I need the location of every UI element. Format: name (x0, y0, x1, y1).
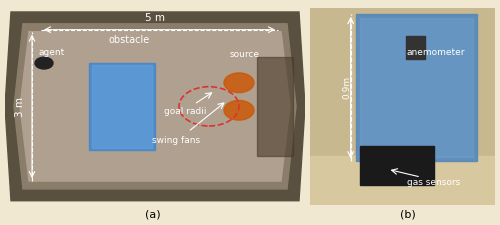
Text: (a): (a) (144, 208, 160, 218)
Text: obstacle: obstacle (109, 35, 150, 45)
Text: source: source (230, 50, 260, 58)
Bar (310, 156, 495, 205)
Text: swing fans: swing fans (152, 136, 200, 145)
Circle shape (224, 74, 254, 93)
Bar (92, 66, 152, 148)
Text: goal radii: goal radii (164, 106, 206, 115)
Text: (b): (b) (400, 208, 415, 218)
Polygon shape (20, 32, 290, 181)
Bar (257, 58, 293, 156)
Text: 0.9m: 0.9m (342, 76, 351, 99)
Bar (406, 36, 424, 60)
Circle shape (224, 101, 254, 121)
Bar (360, 19, 473, 158)
Polygon shape (14, 25, 296, 189)
Text: anemometer: anemometer (406, 47, 465, 56)
Text: agent: agent (38, 47, 64, 56)
Bar (360, 146, 434, 185)
Circle shape (35, 58, 53, 70)
Bar (356, 15, 476, 162)
Text: 5 m: 5 m (145, 13, 165, 23)
Text: gas sensors: gas sensors (408, 177, 461, 186)
Polygon shape (5, 13, 305, 201)
Bar (89, 64, 155, 150)
Text: 3 m: 3 m (15, 97, 25, 117)
